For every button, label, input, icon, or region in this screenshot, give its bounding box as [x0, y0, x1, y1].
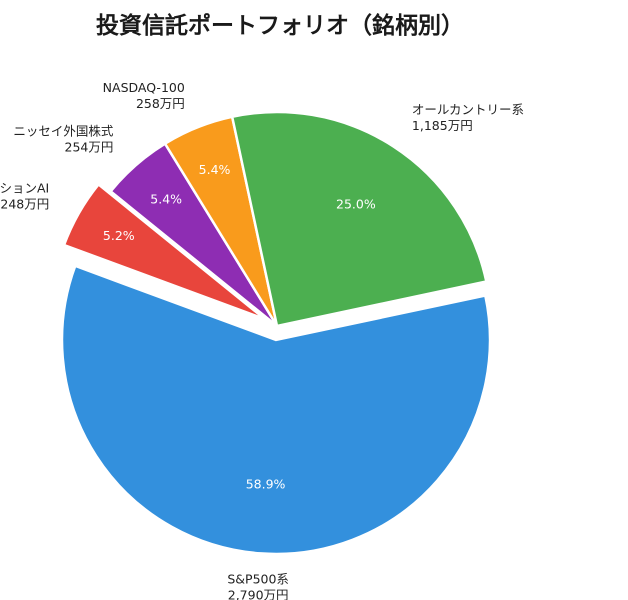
- slice-amount-0: 2,790万円: [228, 587, 289, 600]
- slice-amount-2: 254万円: [65, 140, 114, 155]
- pie-slice-4: [230, 110, 488, 328]
- slice-label-3: NASDAQ-100 258万円: [103, 80, 185, 111]
- slice-amount-3: 258万円: [136, 96, 185, 111]
- slice-name-1: イノベーションAI: [0, 181, 49, 196]
- pct-label-0: 58.9%: [246, 477, 286, 492]
- slice-name-3: NASDAQ-100: [103, 80, 185, 95]
- slice-amount-1: 248万円: [0, 197, 49, 212]
- slice-label-0: S&P500系 2,790万円: [227, 571, 289, 600]
- slice-name-4: オールカントリー系: [412, 102, 524, 117]
- slice-label-2: ニッセイ外国株式 254万円: [13, 124, 114, 155]
- pie-slice-0: [60, 264, 492, 556]
- chart-title: 投資信託ポートフォリオ（銘柄別）: [96, 13, 464, 39]
- slice-name-2: ニッセイ外国株式: [13, 124, 114, 139]
- slice-name-0: S&P500系: [227, 571, 289, 586]
- pct-label-2: 5.4%: [150, 192, 182, 207]
- pie-slice-1: [62, 182, 266, 321]
- pct-label-4: 25.0%: [336, 196, 376, 211]
- slice-amount-4: 1,185万円: [412, 118, 473, 133]
- slice-label-1: イノベーションAI248万円: [0, 181, 49, 212]
- slice-label-4: オールカントリー系 1,185万円: [412, 102, 524, 133]
- pct-label-3: 5.4%: [199, 162, 231, 177]
- pct-label-1: 5.2%: [103, 228, 135, 243]
